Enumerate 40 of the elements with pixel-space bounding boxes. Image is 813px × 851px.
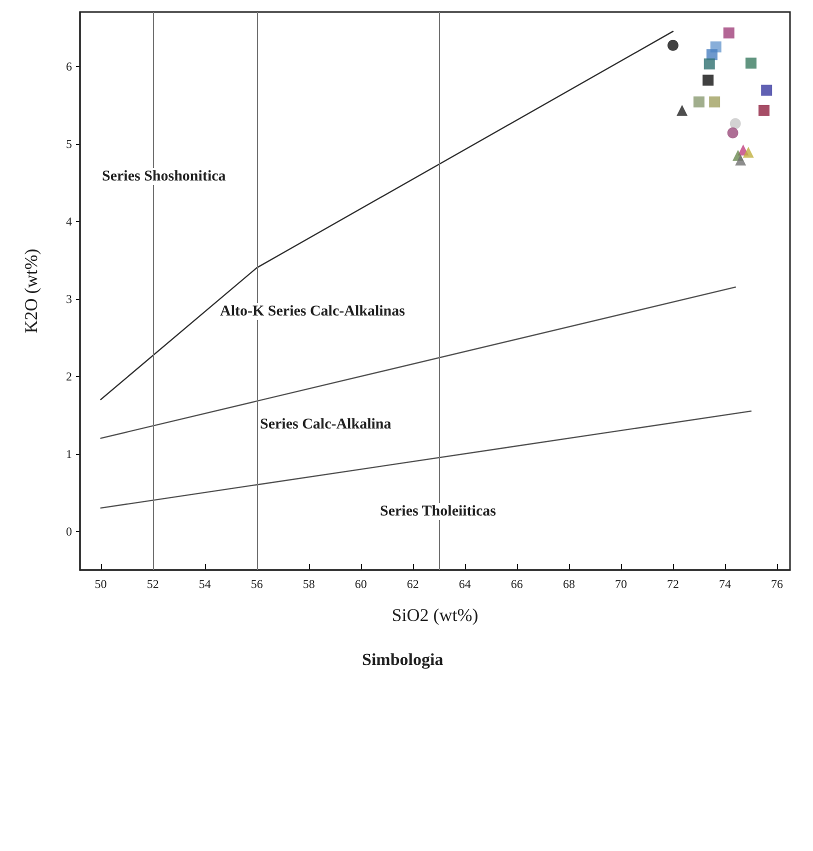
point <box>727 127 738 138</box>
annotation: Alto-K Series Calc-Alkalinas <box>220 304 406 320</box>
point <box>704 58 715 70</box>
x-tick-label: 52 <box>146 577 159 591</box>
x-tick-label: 66 <box>510 577 523 591</box>
x-tick-label: 70 <box>614 577 627 591</box>
y-tick-label: 3 <box>66 292 72 306</box>
y-axis-title: K2O (wt%) <box>21 248 41 334</box>
x-tick-label: 74 <box>718 577 731 591</box>
point <box>742 146 754 158</box>
point <box>676 104 688 116</box>
x-tick-label: 76 <box>770 577 783 591</box>
x-tick-label: 60 <box>354 577 367 591</box>
annotation: Series Shoshonitica <box>102 168 226 184</box>
text: Simbologia <box>362 650 444 669</box>
point <box>745 58 756 69</box>
point <box>735 154 746 166</box>
x-tick-label: 54 <box>198 577 211 591</box>
point <box>761 84 772 96</box>
y-tick-label: 4 <box>66 214 72 228</box>
y-tick-label: 5 <box>66 136 72 151</box>
y-tick-label: 2 <box>66 369 72 384</box>
annotation: Series Calc-Alkalina <box>260 416 392 432</box>
x-tick-label: 50 <box>94 577 107 591</box>
annotation: Series Tholeiiticas <box>380 504 496 520</box>
point <box>758 104 770 116</box>
x-tick-label: 68 <box>562 577 575 591</box>
y-tick-label: 0 <box>66 524 72 538</box>
y-tick-label: 1 <box>66 446 72 461</box>
point <box>723 27 734 38</box>
point <box>709 96 720 108</box>
x-axis-title: SiO2 (wt%) <box>392 605 478 625</box>
x-tick-label: 64 <box>458 577 471 591</box>
x-tick-label: 72 <box>666 577 679 591</box>
point <box>693 96 704 108</box>
x-tick-label: 62 <box>406 577 419 591</box>
x-tick-label: 58 <box>302 577 315 591</box>
x-tick-label: 56 <box>250 577 263 591</box>
y-tick-label: 6 <box>66 59 72 74</box>
point <box>730 118 741 130</box>
